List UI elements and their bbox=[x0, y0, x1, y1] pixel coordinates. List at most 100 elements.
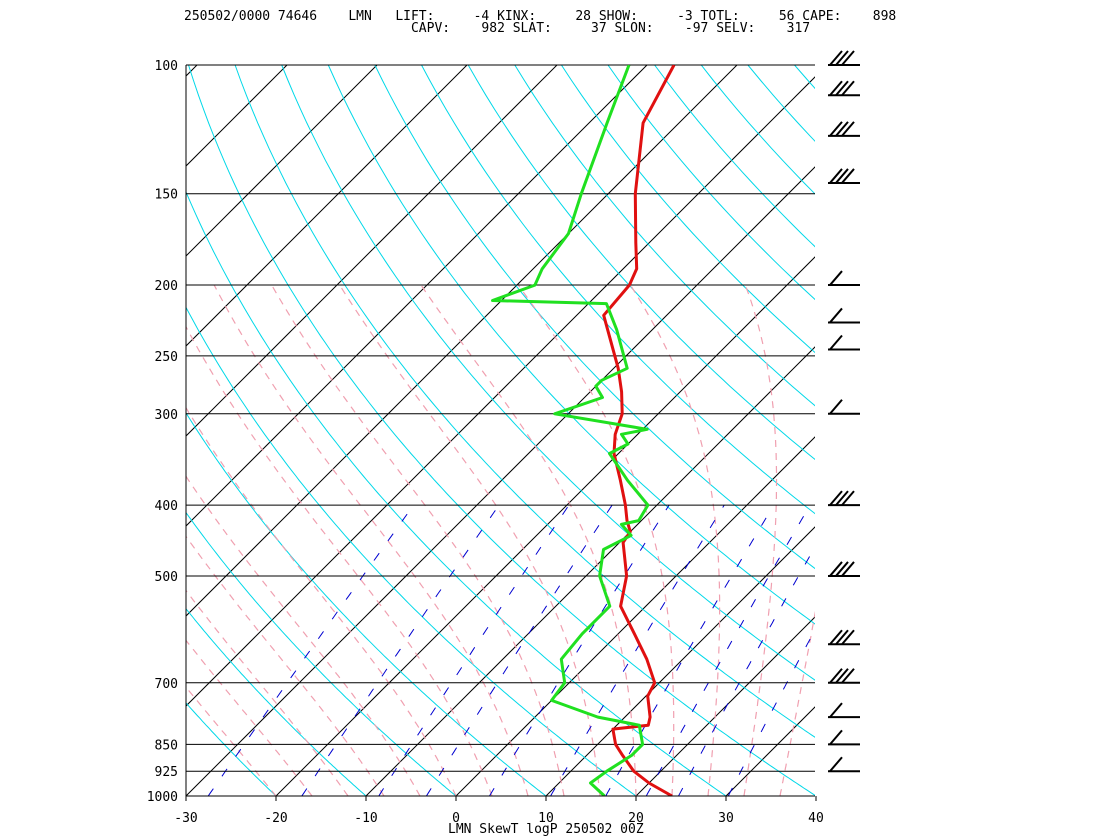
sounding-traces bbox=[491, 65, 676, 796]
wind-barb bbox=[828, 168, 860, 184]
wind-barb bbox=[828, 561, 860, 577]
dry-adiabat-line bbox=[420, 65, 815, 515]
isotherm-line bbox=[906, 65, 1120, 796]
wind-barb-feather bbox=[835, 629, 849, 645]
temperature-trace bbox=[602, 65, 676, 796]
temperature-tick-label: -10 bbox=[354, 811, 377, 826]
pressure-tick-label: 100 bbox=[155, 59, 178, 74]
isotherm-line bbox=[0, 65, 107, 796]
dry-adiabat-line bbox=[327, 65, 815, 625]
wind-barb-feather bbox=[829, 756, 843, 772]
isotherm-line bbox=[365, 346, 815, 796]
moist-adiabat-line bbox=[339, 284, 601, 796]
dry-adiabat-line bbox=[234, 65, 815, 738]
dry-adiabat-line bbox=[187, 65, 815, 796]
wind-barb-feather bbox=[841, 490, 855, 506]
wind-barb-feather bbox=[829, 270, 843, 286]
wind-barb-feather bbox=[829, 121, 843, 137]
isotherm-line bbox=[0, 65, 17, 796]
pressure-tick-label: 500 bbox=[155, 570, 178, 585]
wind-barb-feather bbox=[829, 334, 843, 351]
wind-barb bbox=[828, 270, 860, 287]
wind-barb-feather bbox=[835, 168, 849, 184]
dry-adiabat-line bbox=[186, 608, 367, 796]
wind-barb bbox=[828, 702, 860, 719]
isotherm-line bbox=[545, 526, 815, 796]
temperature-tick-label: 0 bbox=[452, 811, 460, 826]
pressure-tick-label: 150 bbox=[155, 188, 178, 203]
dry-adiabat-line bbox=[186, 702, 277, 796]
wind-barb-feather bbox=[829, 50, 843, 66]
wind-barb-feather bbox=[829, 629, 843, 645]
wind-barb bbox=[828, 50, 860, 66]
wind-barb-feather bbox=[835, 50, 849, 66]
wind-barb bbox=[828, 490, 860, 507]
isotherm-line bbox=[186, 76, 815, 707]
pressure-tick-label: 1000 bbox=[147, 790, 178, 805]
wind-barb-feather bbox=[835, 80, 849, 96]
chart-footer-title: LMN SkewT logP 250502 00Z bbox=[448, 822, 644, 837]
wind-barb bbox=[828, 80, 860, 97]
wind-barb-feather bbox=[835, 490, 849, 506]
wind-barb-feather bbox=[835, 121, 849, 137]
temperature-tick-label: -20 bbox=[264, 811, 287, 826]
wind-barb bbox=[828, 756, 860, 773]
isotherm-line bbox=[186, 65, 648, 527]
moist-adiabat-line bbox=[779, 610, 815, 796]
sounding-header-line-1: 250502/0000 74646 LMN LIFT: -4 KINX: 28 … bbox=[184, 9, 897, 24]
isobar-lines: 100 150 200 250 300 400 500 700 850 925 1000 bbox=[147, 59, 815, 805]
wind-barb bbox=[828, 121, 860, 137]
temperature-tick-label: 10 bbox=[538, 811, 554, 826]
moist-adiabat-line bbox=[186, 535, 385, 796]
wind-barb-feather bbox=[841, 121, 855, 137]
moist-adiabat-line bbox=[186, 475, 421, 796]
isotherm-line bbox=[186, 65, 738, 617]
dry-adiabat-line bbox=[186, 190, 727, 796]
dry-adiabat-line bbox=[186, 795, 187, 796]
mixing-ratio-line bbox=[550, 504, 725, 796]
isotherm-line bbox=[186, 65, 288, 167]
wind-barb bbox=[828, 668, 860, 684]
wind-barb-feather bbox=[829, 168, 843, 184]
wind-barb-feather bbox=[829, 490, 843, 506]
wind-barb bbox=[828, 307, 860, 324]
wind-barb-feather bbox=[829, 399, 843, 415]
wind-barb bbox=[828, 629, 860, 646]
isotherm-line bbox=[816, 65, 1120, 796]
moist-adiabat-line bbox=[629, 284, 721, 796]
wind-barb-feather bbox=[829, 668, 843, 684]
moist-adiabat-line bbox=[186, 686, 277, 796]
dry-adiabat-line bbox=[467, 65, 815, 461]
wind-barb-feather bbox=[829, 561, 843, 577]
axes: -30 -20 -10 0 10 20 30 40 bbox=[174, 65, 824, 826]
isotherm-line bbox=[635, 616, 815, 796]
pressure-tick-label: 400 bbox=[155, 499, 178, 514]
wind-barb bbox=[828, 729, 860, 746]
wind-barb-feather bbox=[829, 729, 843, 746]
temperature-tick-label: 40 bbox=[808, 811, 824, 826]
dry-adiabat-line bbox=[186, 412, 547, 796]
mixing-ratio-line bbox=[605, 504, 775, 796]
wind-barb-feather bbox=[841, 80, 855, 96]
dry-adiabat-line bbox=[281, 65, 815, 681]
background-lines bbox=[0, 49, 1120, 812]
wind-barb-feather bbox=[841, 561, 855, 577]
temperature-tick-label: 20 bbox=[628, 811, 644, 826]
isotherm-line bbox=[186, 65, 468, 347]
wind-barb-feather bbox=[841, 168, 855, 184]
pressure-tick-label: 200 bbox=[155, 279, 178, 294]
pressure-tick-label: 700 bbox=[155, 677, 178, 692]
wind-barb-feather bbox=[829, 80, 843, 96]
dry-adiabat-line bbox=[514, 65, 815, 407]
moist-adiabat-line bbox=[186, 589, 349, 796]
dry-adiabat-line bbox=[186, 511, 457, 796]
moist-adiabat-line bbox=[420, 284, 637, 796]
wind-barb-feather bbox=[835, 668, 849, 684]
dry-adiabat-line bbox=[827, 49, 1120, 812]
temperature-tick-label: -30 bbox=[174, 811, 197, 826]
mixing-ratio-line bbox=[207, 504, 415, 796]
mixing-ratio-line bbox=[378, 504, 570, 796]
moist-adiabat-line bbox=[743, 284, 778, 796]
moist-adiabat-line bbox=[186, 325, 493, 796]
